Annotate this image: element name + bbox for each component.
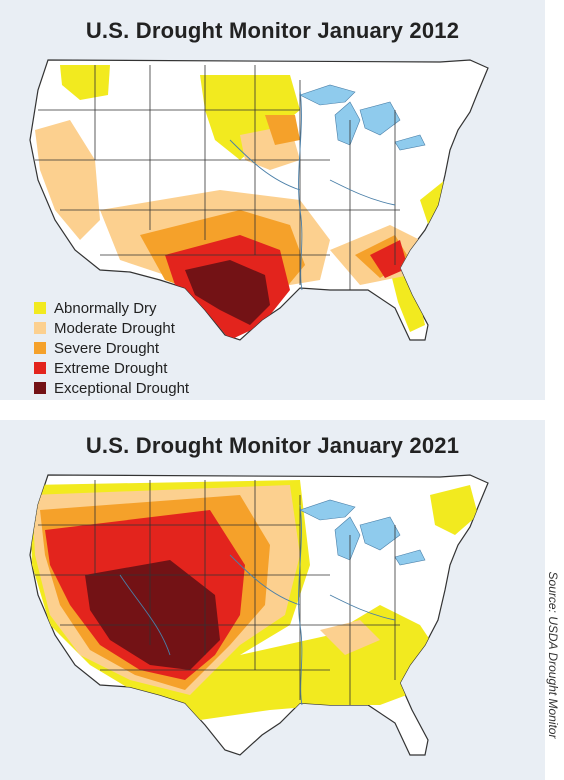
legend-swatch xyxy=(34,322,46,334)
rivers-2021 xyxy=(119,504,396,706)
legend-label: Exceptional Drought xyxy=(54,379,190,397)
legend-item-abnormally-dry: Abnormally Dry xyxy=(34,298,189,318)
drought-map-2021 xyxy=(29,474,489,756)
great-lakes-2012 xyxy=(299,84,426,151)
legend-item-moderate-drought: Moderate Drought xyxy=(34,318,189,338)
great-lakes-2021 xyxy=(299,499,426,566)
legend-swatch xyxy=(34,302,46,314)
abnormally-dry-southeast-2012 xyxy=(390,270,425,332)
extreme-southeast-2012 xyxy=(370,240,408,278)
abnormally-dry-northeast-2021 xyxy=(430,485,478,535)
legend-item-severe-drought: Severe Drought xyxy=(34,338,189,358)
rivers-2012 xyxy=(229,89,396,291)
map-title-2021: U.S. Drought Monitor January 2021 xyxy=(85,433,460,458)
source-credit: Source: USDA Drought Monitor xyxy=(546,571,560,739)
legend-label: Severe Drought xyxy=(54,339,160,357)
legend-swatch xyxy=(34,342,46,354)
legend: Abnormally Dry Moderate Drought Severe D… xyxy=(34,298,189,398)
legend-label: Extreme Drought xyxy=(54,359,168,377)
exceptional-southwest-2021 xyxy=(85,560,220,670)
legend-item-exceptional-drought: Exceptional Drought xyxy=(34,378,189,398)
drought-map-2012 xyxy=(29,59,489,341)
map-title-2012: U.S. Drought Monitor January 2012 xyxy=(85,18,460,43)
legend-item-extreme-drought: Extreme Drought xyxy=(34,358,189,378)
severe-north-2012 xyxy=(265,115,300,145)
abnormally-dry-plains-2012 xyxy=(200,75,300,160)
legend-label: Abnormally Dry xyxy=(54,299,157,317)
legend-label: Moderate Drought xyxy=(54,319,175,337)
abnormally-dry-north-2012 xyxy=(60,65,110,100)
legend-swatch xyxy=(34,382,46,394)
exceptional-texas-2012 xyxy=(185,260,270,325)
legend-swatch xyxy=(34,362,46,374)
